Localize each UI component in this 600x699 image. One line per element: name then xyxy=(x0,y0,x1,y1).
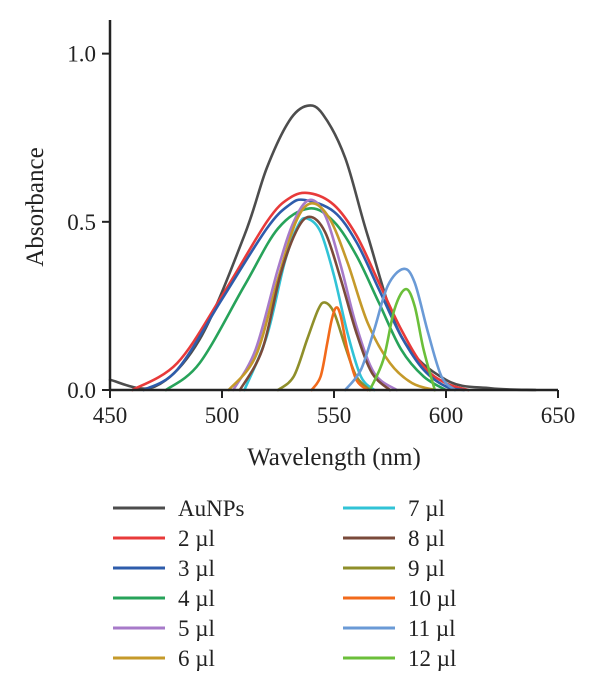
legend-label-4: 5 µl xyxy=(178,616,215,641)
legend-label-10: 11 µl xyxy=(408,616,456,641)
x-axis-label: Wavelength (nm) xyxy=(247,444,421,471)
series-line-1 xyxy=(131,191,470,392)
plot-area xyxy=(108,104,537,392)
series-line-6 xyxy=(243,216,376,392)
series-line-0 xyxy=(108,104,537,392)
legend-label-11: 12 µl xyxy=(408,646,456,671)
legend-label-1: 2 µl xyxy=(178,526,215,551)
series-line-3 xyxy=(164,207,448,392)
series-line-9 xyxy=(310,306,369,392)
legend-label-6: 7 µl xyxy=(408,496,445,521)
legend-label-5: 6 µl xyxy=(178,646,215,671)
series-line-2 xyxy=(142,198,466,392)
legend-label-3: 4 µl xyxy=(178,586,215,611)
series-line-10 xyxy=(343,267,457,392)
series-line-5 xyxy=(227,202,437,392)
legend: AuNPs 2 µl 3 µl 4 µl 5 µl 6 µl 7 µl 8 µl 9 µl 10 … xyxy=(113,496,456,671)
legend-label-2: 3 µl xyxy=(178,556,215,581)
legend-label-0: AuNPs xyxy=(178,496,245,521)
axes: 450 500 550 600 650 0.0 0.5 1.0 xyxy=(67,20,575,428)
x-tick-label: 500 xyxy=(205,403,240,428)
y-tick-label: 1.0 xyxy=(67,42,96,67)
legend-label-8: 9 µl xyxy=(408,556,445,581)
x-tick-label: 650 xyxy=(541,403,576,428)
x-tick-label: 550 xyxy=(317,403,352,428)
series-line-11 xyxy=(368,287,437,392)
y-tick-label: 0.0 xyxy=(67,378,96,403)
legend-label-7: 8 µl xyxy=(408,526,445,551)
series-line-7 xyxy=(238,215,392,392)
x-tick-label: 600 xyxy=(429,403,464,428)
y-axis-label: Absorbance xyxy=(22,147,49,266)
legend-label-9: 10 µl xyxy=(408,586,456,611)
x-tick-label: 450 xyxy=(93,403,128,428)
series-line-4 xyxy=(231,198,398,392)
y-tick-label: 0.5 xyxy=(67,210,96,235)
